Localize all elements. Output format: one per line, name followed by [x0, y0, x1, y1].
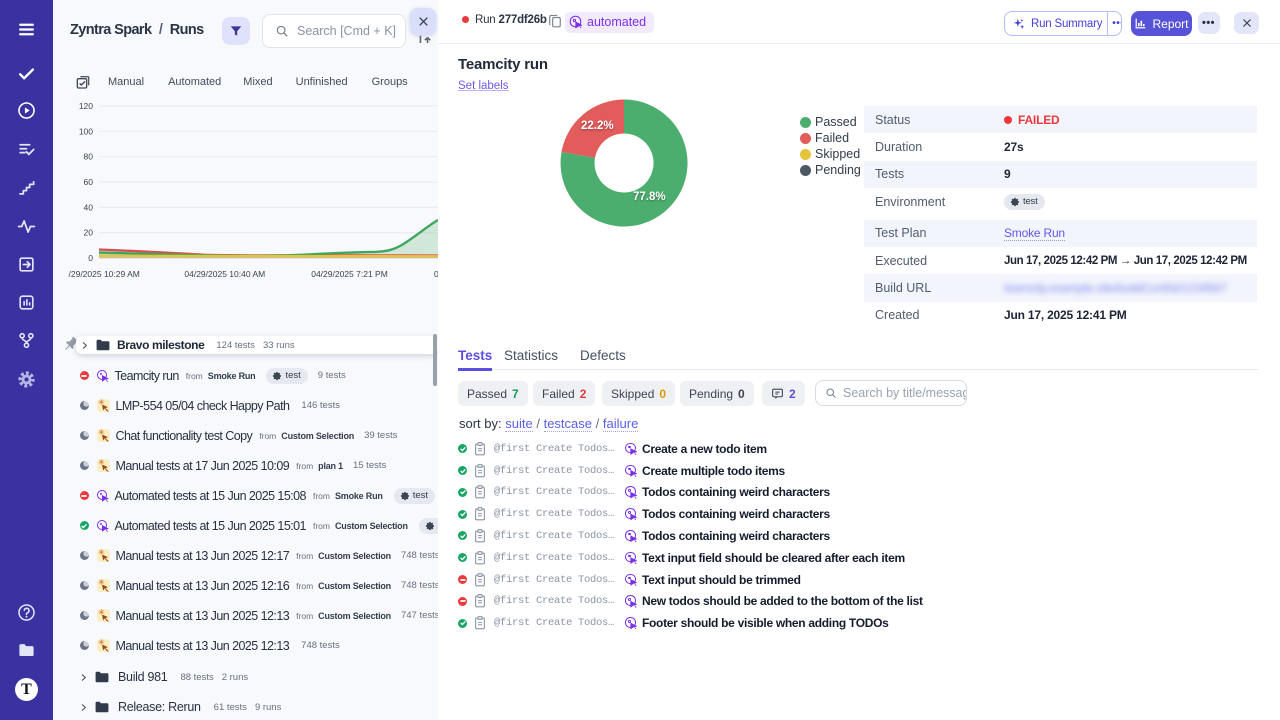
- svg-text:120: 120: [79, 101, 93, 111]
- svg-text:04: 04: [434, 269, 438, 279]
- svg-text:04/29/2025 10:40 AM: 04/29/2025 10:40 AM: [184, 269, 265, 279]
- svg-text:80: 80: [84, 152, 94, 162]
- svg-text:100: 100: [79, 126, 93, 136]
- svg-text:0: 0: [88, 253, 93, 263]
- svg-text:20: 20: [84, 228, 94, 238]
- svg-text:04/29/2025 7:21 PM: 04/29/2025 7:21 PM: [311, 269, 388, 279]
- svg-text:40: 40: [84, 202, 94, 212]
- svg-text:60: 60: [84, 177, 94, 187]
- svg-text:/29/2025 10:29 AM: /29/2025 10:29 AM: [69, 269, 140, 279]
